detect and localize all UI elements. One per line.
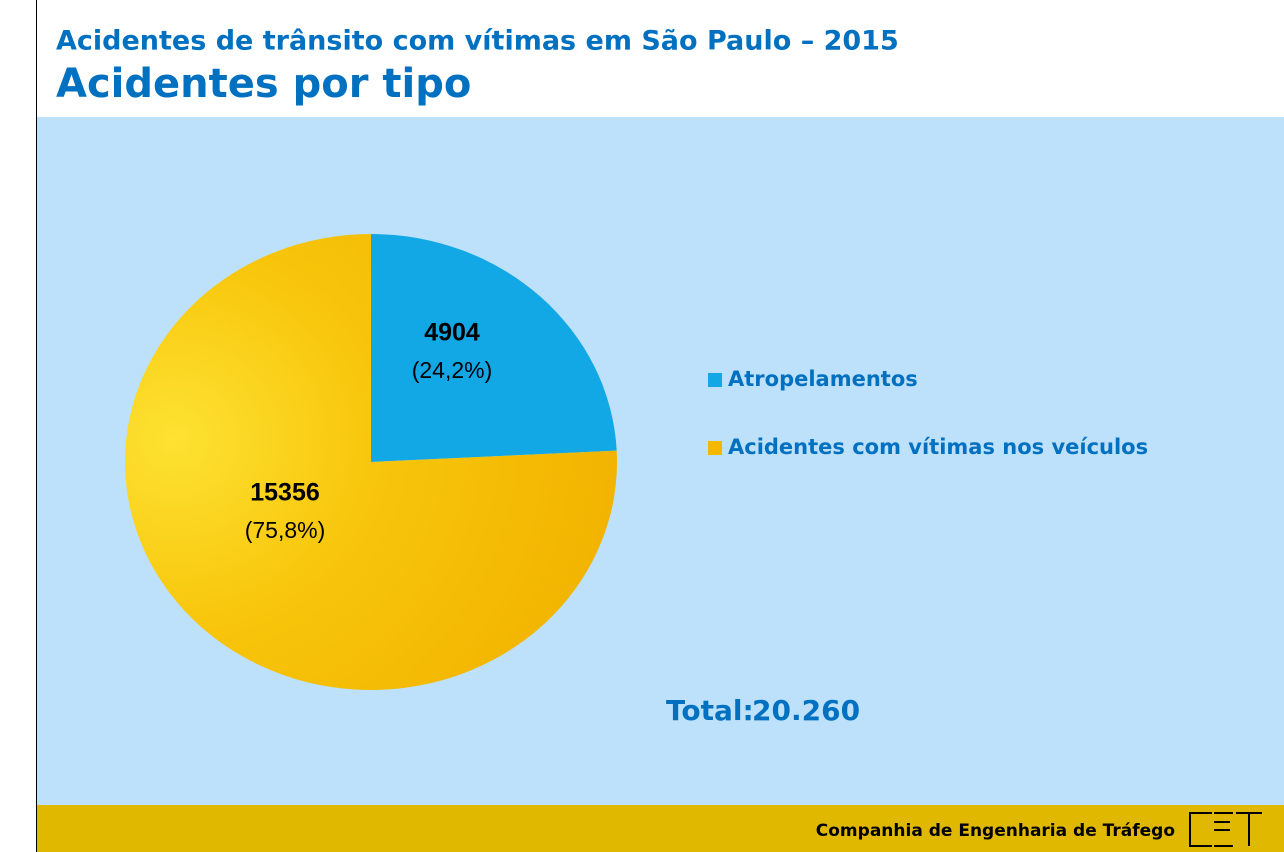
total-label: Total: bbox=[666, 694, 754, 727]
data-label: 4904 bbox=[424, 319, 480, 347]
legend-label: Atropelamentos bbox=[728, 367, 918, 391]
percent-label: (24,2%) bbox=[412, 357, 493, 383]
logo bbox=[1189, 812, 1262, 847]
percent-label: (75,8%) bbox=[245, 517, 326, 543]
legend-swatch bbox=[708, 373, 722, 387]
title: Acidentes de trânsito com vítimas em São… bbox=[56, 26, 899, 57]
footer-text: Companhia de Engenharia de Tráfego bbox=[816, 821, 1175, 841]
legend-label: Acidentes com vítimas nos veículos bbox=[728, 435, 1148, 459]
legend-swatch bbox=[708, 441, 722, 455]
pie bbox=[124, 234, 617, 690]
pie-slice bbox=[371, 234, 617, 462]
data-label: 15356 bbox=[250, 479, 320, 507]
total-value: 20.260 bbox=[752, 694, 860, 727]
pie-slice bbox=[124, 234, 617, 690]
subtitle: Acidentes por tipo bbox=[56, 61, 471, 107]
footer-band bbox=[37, 805, 1284, 852]
